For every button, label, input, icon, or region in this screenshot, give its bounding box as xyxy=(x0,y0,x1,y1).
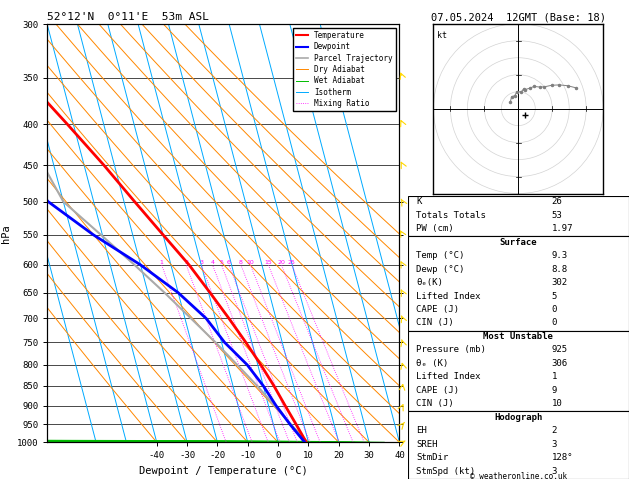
Text: 4: 4 xyxy=(211,260,214,265)
Text: 26: 26 xyxy=(552,197,562,206)
Text: 1.97: 1.97 xyxy=(552,224,573,233)
Text: 1: 1 xyxy=(160,260,164,265)
Text: StmSpd (kt): StmSpd (kt) xyxy=(416,467,476,476)
Text: 5: 5 xyxy=(220,260,223,265)
Text: Surface: Surface xyxy=(499,238,537,247)
Text: 3: 3 xyxy=(199,260,203,265)
Text: StmDir: StmDir xyxy=(416,453,448,462)
Text: 8.8: 8.8 xyxy=(552,264,567,274)
X-axis label: Dewpoint / Temperature (°C): Dewpoint / Temperature (°C) xyxy=(139,466,308,476)
Text: 10: 10 xyxy=(247,260,254,265)
FancyBboxPatch shape xyxy=(408,236,629,330)
Text: 2: 2 xyxy=(552,426,557,435)
Text: 2: 2 xyxy=(184,260,188,265)
Text: 20: 20 xyxy=(277,260,286,265)
Text: CIN (J): CIN (J) xyxy=(416,399,454,408)
Text: 25: 25 xyxy=(288,260,296,265)
Text: © weatheronline.co.uk: © weatheronline.co.uk xyxy=(470,472,567,481)
Text: 3: 3 xyxy=(552,467,557,476)
Text: 5: 5 xyxy=(552,292,557,300)
Text: K: K xyxy=(416,197,422,206)
Text: CIN (J): CIN (J) xyxy=(416,318,454,328)
Legend: Temperature, Dewpoint, Parcel Trajectory, Dry Adiabat, Wet Adiabat, Isotherm, Mi: Temperature, Dewpoint, Parcel Trajectory… xyxy=(293,28,396,111)
Text: θₑ(K): θₑ(K) xyxy=(416,278,443,287)
Y-axis label: km
ASL: km ASL xyxy=(432,233,448,253)
FancyBboxPatch shape xyxy=(408,196,629,236)
Text: 52°12'N  0°11'E  53m ASL: 52°12'N 0°11'E 53m ASL xyxy=(47,12,209,22)
Text: Pressure (mb): Pressure (mb) xyxy=(416,346,486,354)
FancyBboxPatch shape xyxy=(408,411,629,479)
Text: CAPE (J): CAPE (J) xyxy=(416,386,459,395)
Text: 9.3: 9.3 xyxy=(552,251,567,260)
Text: EH: EH xyxy=(416,426,427,435)
Text: 306: 306 xyxy=(552,359,567,368)
Text: 07.05.2024  12GMT (Base: 18): 07.05.2024 12GMT (Base: 18) xyxy=(431,12,606,22)
Text: 8: 8 xyxy=(239,260,243,265)
Text: Totals Totals: Totals Totals xyxy=(416,211,486,220)
Text: kt: kt xyxy=(437,31,447,39)
Text: θₑ (K): θₑ (K) xyxy=(416,359,448,368)
Text: Lifted Index: Lifted Index xyxy=(416,292,481,300)
Text: Mixing Ratio (g/kg): Mixing Ratio (g/kg) xyxy=(416,219,425,314)
Text: 10: 10 xyxy=(552,399,562,408)
Text: SREH: SREH xyxy=(416,440,438,449)
Text: 925: 925 xyxy=(552,346,567,354)
Text: Temp (°C): Temp (°C) xyxy=(416,251,465,260)
Text: 302: 302 xyxy=(552,278,567,287)
Text: Dewp (°C): Dewp (°C) xyxy=(416,264,465,274)
Text: 6: 6 xyxy=(227,260,231,265)
Text: 1: 1 xyxy=(552,372,557,382)
Text: 53: 53 xyxy=(552,211,562,220)
Text: Lifted Index: Lifted Index xyxy=(416,372,481,382)
Text: 15: 15 xyxy=(264,260,272,265)
Text: 0: 0 xyxy=(552,318,557,328)
Text: Most Unstable: Most Unstable xyxy=(483,332,554,341)
Text: 3: 3 xyxy=(552,440,557,449)
Text: 9: 9 xyxy=(552,386,557,395)
Text: Hodograph: Hodograph xyxy=(494,413,542,422)
Text: 0: 0 xyxy=(552,305,557,314)
Text: 128°: 128° xyxy=(552,453,573,462)
Text: CAPE (J): CAPE (J) xyxy=(416,305,459,314)
Text: PW (cm): PW (cm) xyxy=(416,224,454,233)
Y-axis label: hPa: hPa xyxy=(1,224,11,243)
FancyBboxPatch shape xyxy=(408,330,629,411)
